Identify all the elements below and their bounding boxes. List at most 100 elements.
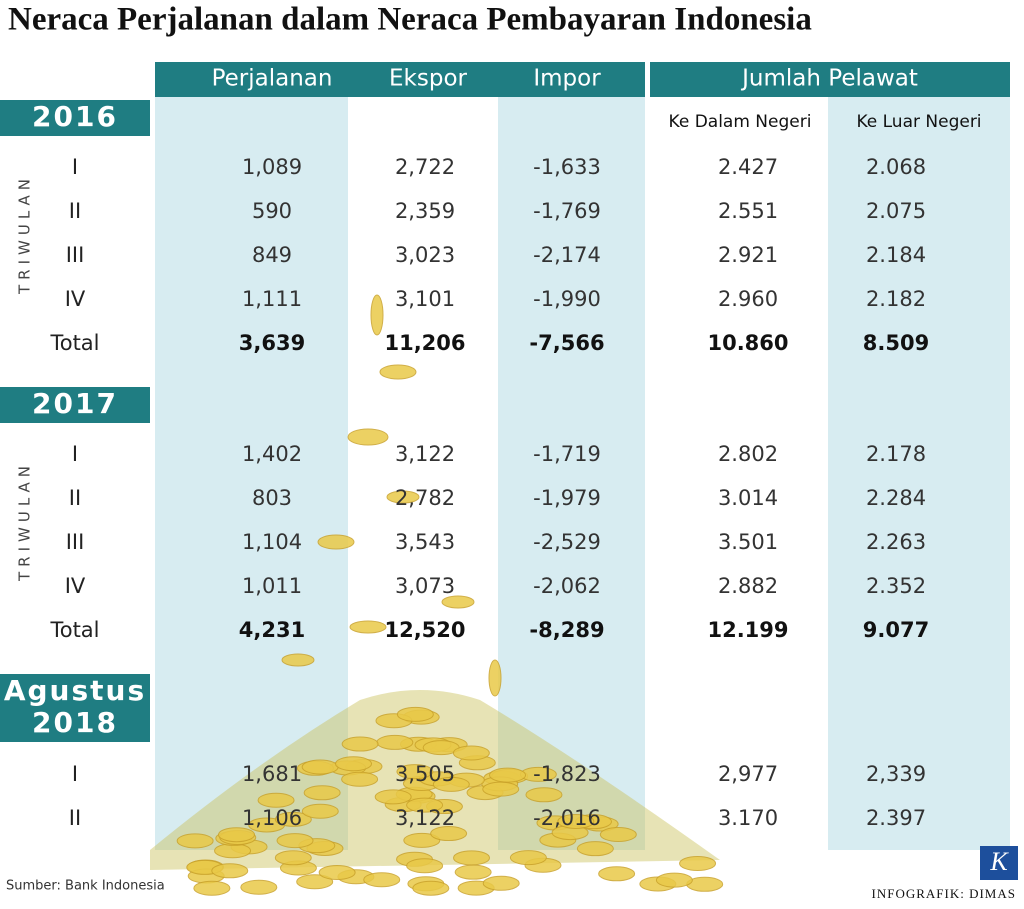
cell: 3,505 [395,762,455,786]
coin [576,841,614,857]
coin [276,833,314,849]
section-label: 2016 [32,100,118,133]
coin [453,850,491,866]
side-label: TRIWULAN [16,461,34,582]
cell: 8.509 [863,331,929,355]
cell: 2.802 [718,442,778,466]
cell: 12,520 [384,618,465,642]
cell: 3,073 [395,574,455,598]
coin [441,595,475,609]
cell: 2.352 [866,574,926,598]
subcolumn-header: Ke Dalam Negeri [669,112,812,132]
cell: 2,339 [866,762,926,786]
coin-decoration [150,294,724,896]
cell: 2.068 [866,155,926,179]
cell: 2,977 [718,762,778,786]
cell: 1,104 [242,530,302,554]
cell: 2,722 [395,155,455,179]
column-header: Perjalanan [212,66,333,92]
credit: INFOGRAFIK: DIMAS [872,886,1017,901]
coin [301,759,339,775]
section-label: 2017 [32,387,118,420]
cell: -2,529 [533,530,601,554]
cell: 2.284 [866,486,926,510]
source: Sumber: Bank Indonesia [6,879,165,894]
cell: 849 [252,243,292,267]
cell: 3,122 [395,806,455,830]
cell: -8,289 [529,618,604,642]
coin [488,659,502,697]
header-band [650,62,1010,97]
cell: 2.882 [718,574,778,598]
coin [363,872,401,888]
column-band [155,97,348,850]
cell: 3,639 [239,331,305,355]
coin [303,785,341,801]
coin [281,653,315,667]
coin [396,706,434,722]
row-label: Total [49,618,99,642]
coin [296,874,334,890]
coin [406,858,444,874]
coin [598,866,636,882]
coin [341,771,379,787]
cell: 3.170 [718,806,778,830]
row-label: I [72,442,78,466]
cell: -2,016 [533,806,601,830]
coin [509,850,547,866]
column-band [498,97,645,850]
side-label: TRIWULAN [16,174,34,295]
coin [341,736,379,752]
coin [386,490,420,504]
cell: -2,062 [533,574,601,598]
logo-box [980,846,1018,880]
section-label: 2018 [32,706,118,739]
coin [599,826,637,842]
section-box [0,100,150,136]
section-box [0,674,150,742]
cell: 3,023 [395,243,455,267]
coin [452,745,490,761]
cell: 1,089 [242,155,302,179]
coin [557,813,595,829]
coin [176,833,214,849]
coin [482,781,520,797]
cell: 1,011 [242,574,302,598]
cell: 4,231 [239,618,305,642]
cell: 2.075 [866,199,926,223]
coin [240,879,278,895]
cell: 2,359 [395,199,455,223]
coin [318,864,356,880]
row-label: Total [49,331,99,355]
coin [454,864,492,880]
coin [217,827,255,843]
cell: -1,979 [533,486,601,510]
cell: 2.551 [718,199,778,223]
cell: -1,990 [533,287,601,311]
section-label: Agustus [4,674,146,707]
row-label: I [72,762,78,786]
title: Neraca Perjalanan dalam Neraca Pembayara… [8,2,812,38]
group-header: Jumlah Pelawat [740,66,918,92]
coin [301,803,339,819]
row-label: III [66,243,85,267]
coin [257,792,295,808]
cell: 2.921 [718,243,778,267]
coin [379,364,417,380]
cell: -1,719 [533,442,601,466]
coin [430,826,468,842]
cell: -2,174 [533,243,601,267]
column-header: Impor [533,66,601,92]
column-header: Ekspor [389,66,468,92]
coin [525,787,563,803]
coin [406,797,444,813]
cell: 1,402 [242,442,302,466]
coin [374,789,412,805]
coin [432,776,470,792]
coin [274,811,312,827]
cell: 2.263 [866,530,926,554]
row-label: III [66,530,85,554]
coin [370,294,384,336]
cell: 10.860 [707,331,788,355]
